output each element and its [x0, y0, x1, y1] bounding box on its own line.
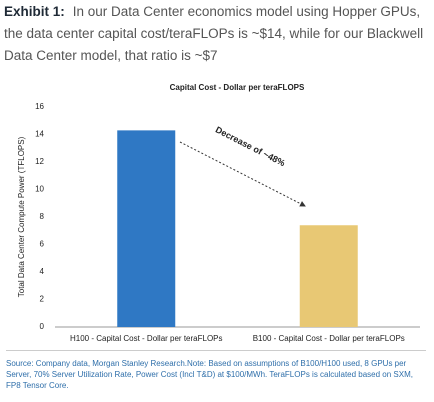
- y-tick-label: 0: [40, 322, 45, 331]
- y-tick-label: 10: [35, 185, 44, 194]
- exhibit-text: In our Data Center economics model using…: [4, 4, 424, 63]
- y-tick-label: 16: [35, 102, 44, 111]
- arrow: [179, 141, 306, 207]
- x-tick-label: B100 - Capital Cost - Dollar per teraFLO…: [253, 334, 405, 343]
- y-tick-label: 2: [40, 295, 45, 304]
- exhibit-header: Exhibit 1: In our Data Center economics m…: [4, 1, 432, 67]
- separator: [6, 350, 426, 351]
- source-note: Source: Company data, Morgan Stanley Res…: [6, 359, 413, 390]
- annotation: Decrease of ~48%: [214, 125, 287, 169]
- chart-title: Capital Cost - Dollar per teraFLOPS: [170, 83, 305, 92]
- y-tick-label: 4: [40, 267, 45, 276]
- y-tick-label: 14: [35, 130, 44, 139]
- bar: [299, 225, 358, 327]
- chart: Capital Cost - Dollar per teraFLOPS Tota…: [17, 83, 420, 343]
- y-tick-label: 12: [35, 157, 44, 166]
- y-axis-label: Total Data Center Compute Power (TFLOPS): [17, 136, 26, 297]
- bar: [117, 130, 176, 327]
- y-tick-label: 6: [40, 240, 45, 249]
- y-tick-label: 8: [40, 212, 45, 221]
- x-tick-label: H100 - Capital Cost - Dollar per teraFLO…: [70, 334, 223, 343]
- exhibit-label: Exhibit 1:: [4, 4, 65, 19]
